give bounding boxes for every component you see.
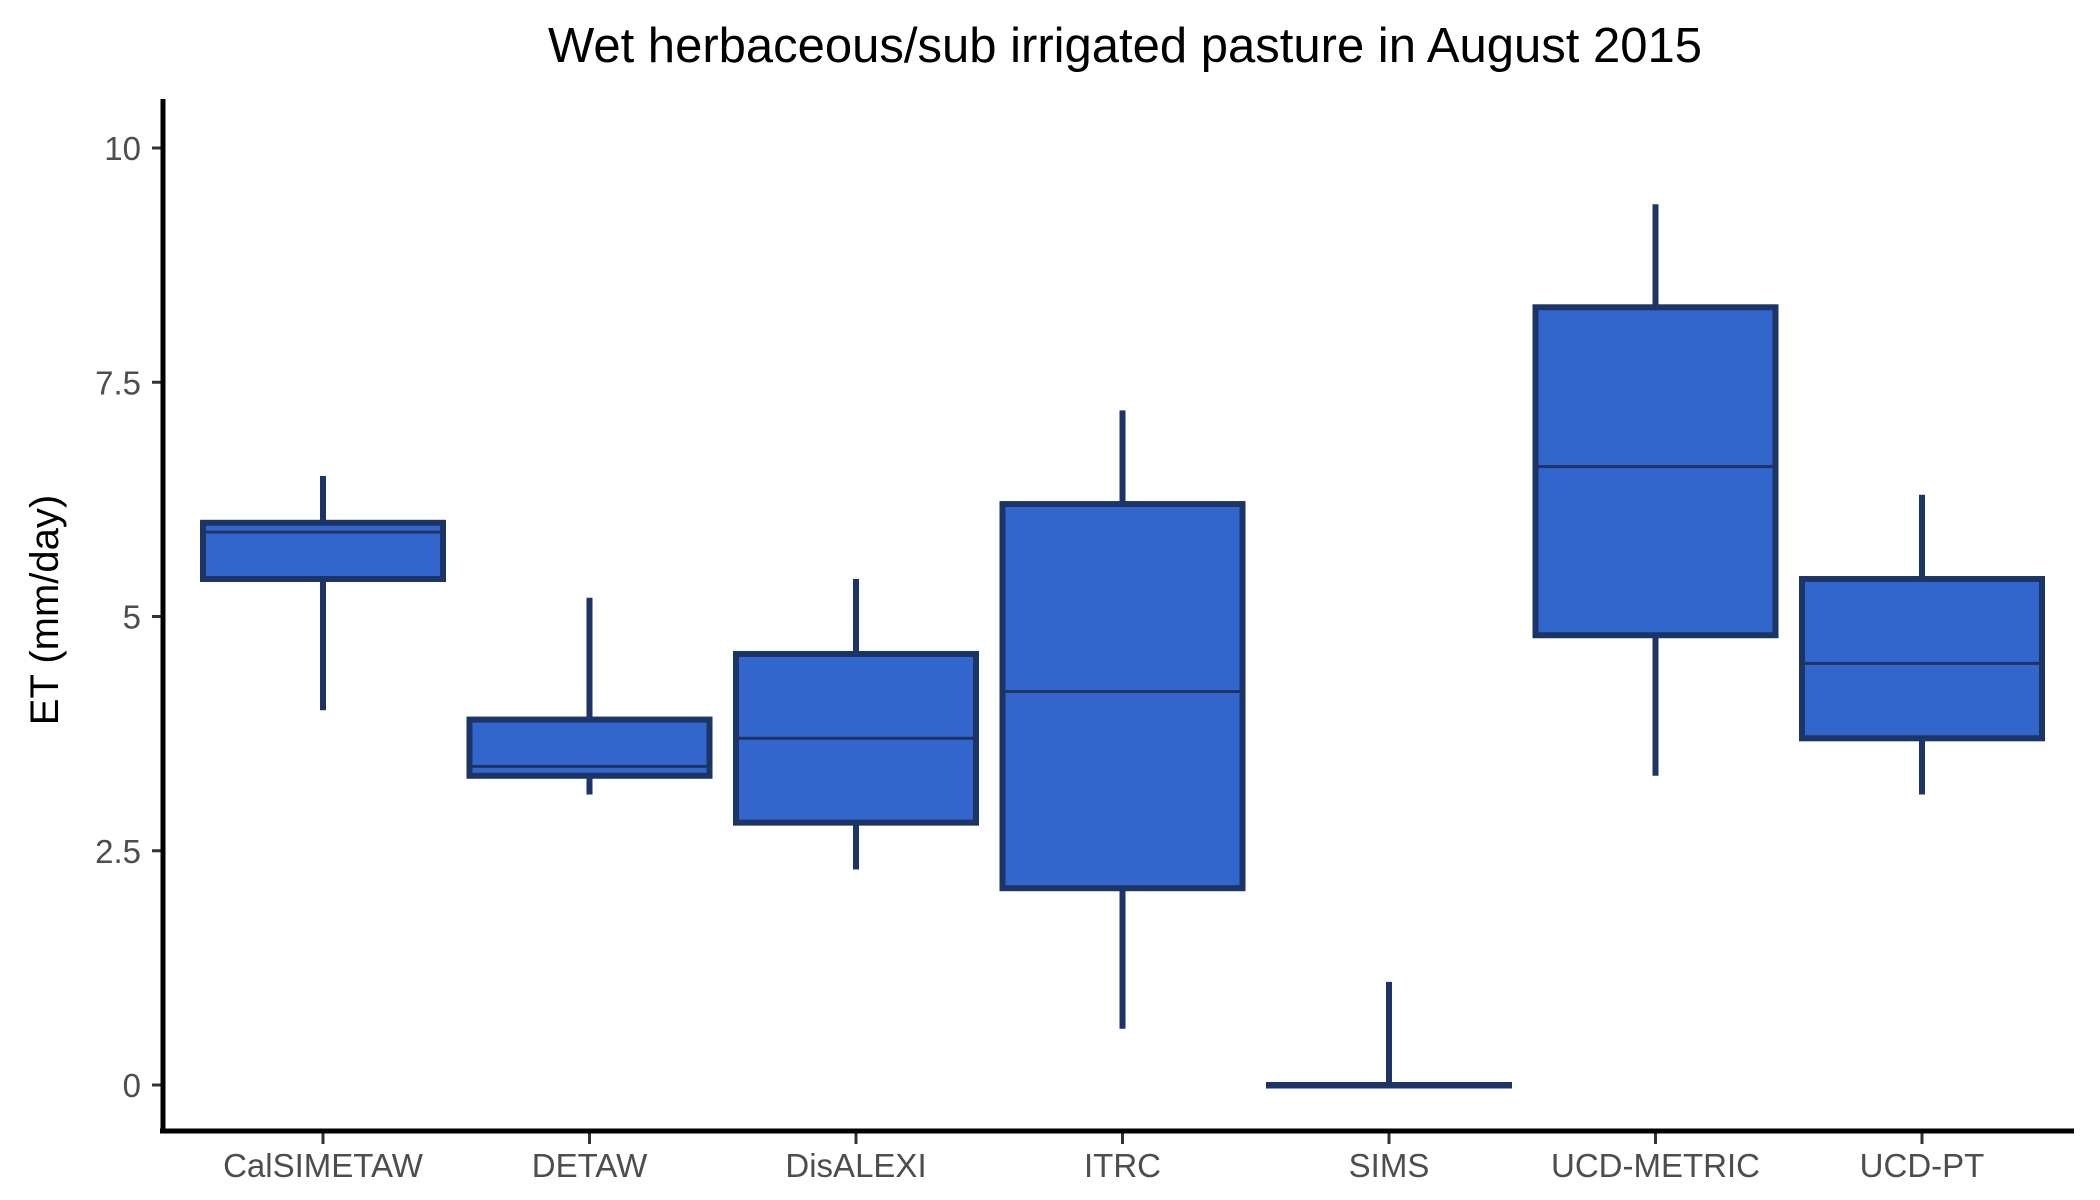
box-ucd-pt <box>1799 494 2045 795</box>
x-tick-label: UCD-PT <box>1860 1147 1985 1184</box>
box-itrc <box>999 410 1246 1029</box>
y-tick-label: 10 <box>104 130 141 167</box>
box-body <box>1799 576 2045 742</box>
box-disalexi <box>733 579 979 870</box>
y-axis-label: ET (mm/day) <box>23 495 67 725</box>
x-tick-label: DisALEXI <box>785 1147 926 1184</box>
box-detaw <box>466 597 713 795</box>
x-tick-label: UCD-METRIC <box>1551 1147 1760 1184</box>
box-ucd-metric <box>1532 204 1779 776</box>
box-body <box>1532 304 1779 639</box>
y-tick-label: 2.5 <box>95 833 141 870</box>
x-tick-label: SIMS <box>1349 1147 1430 1184</box>
plot-area: 0 2.5 5 7.5 10 CalSIMETAW DETAW DisALEXI ITRC SIM… <box>95 130 2045 1184</box>
x-tick-label: DETAW <box>532 1147 648 1184</box>
x-tick-label: ITRC <box>1084 1147 1161 1184</box>
y-tick-label: 0 <box>123 1067 141 1104</box>
x-tick-label: CalSIMETAW <box>223 1147 424 1184</box>
box-calsimetaw <box>200 475 446 711</box>
chart-title: Wet herbaceous/sub irrigated pasture in … <box>548 19 1702 73</box>
y-tick-label: 5 <box>123 599 141 636</box>
box-sims <box>1266 981 1512 1089</box>
box-body <box>999 501 1246 892</box>
y-tick-label: 7.5 <box>95 364 141 401</box>
